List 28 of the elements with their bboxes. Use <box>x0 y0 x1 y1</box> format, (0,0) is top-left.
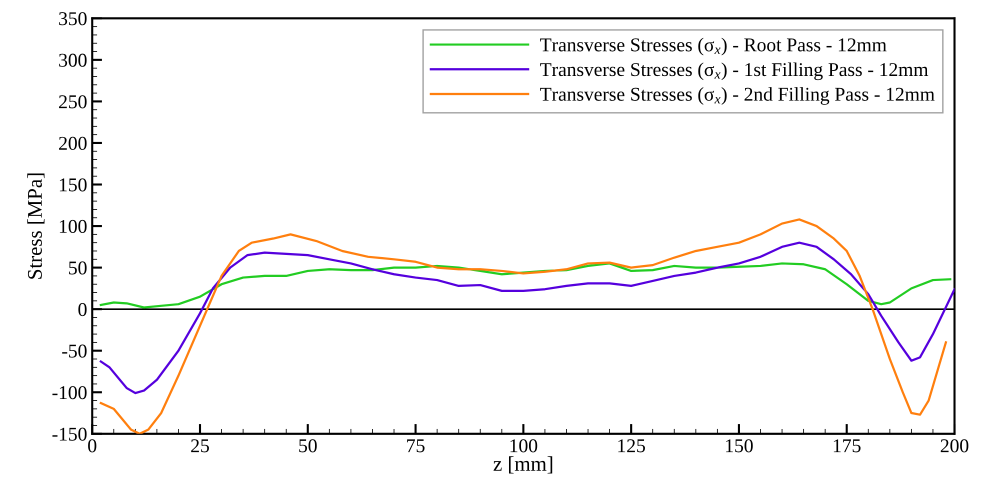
y-tick-label: 150 <box>60 178 87 192</box>
y-tick-label: 100 <box>60 220 87 233</box>
x-tick-label: 125 <box>618 439 645 452</box>
line-series <box>100 242 955 394</box>
x-tick-label: 200 <box>940 439 968 452</box>
x-tick-label: 25 <box>191 439 209 452</box>
line-series <box>100 262 952 309</box>
legend-label: Transverse Stresses (σ$_{x}$) - Root Pass - 12mm <box>540 38 887 56</box>
y-tick-label: 0 <box>78 302 87 316</box>
y-tick-label: 350 <box>59 12 87 26</box>
y-tick-label: -50 <box>62 344 87 358</box>
y-tick-label: 50 <box>69 261 87 275</box>
y-tick-label: 300 <box>59 54 87 67</box>
x-tick-label: 100 <box>510 439 538 452</box>
x-tick-label: 75 <box>407 439 425 452</box>
x-tick-label: 50 <box>299 439 317 452</box>
line-series <box>100 218 947 434</box>
x-axis-title: z [mm] <box>494 456 552 474</box>
y-tick-label: 250 <box>59 95 87 108</box>
x-tick-label: 150 <box>726 439 753 452</box>
x-tick-label: 175 <box>834 439 861 452</box>
y-axis-title: Stress [MPa] <box>27 174 45 279</box>
y-tick-label: 200 <box>59 136 87 150</box>
y-tick-label: -100 <box>52 386 87 400</box>
legend-label: Transverse Stresses (σ$_{x}$) - 1st Filling Pass - 12mm <box>540 62 928 80</box>
legend-label: Transverse Stresses (σ$_{x}$) - 2nd Filling Pass - 12mm <box>540 87 935 105</box>
y-tick-label: -150 <box>52 428 87 441</box>
x-tick-label: 0 <box>88 439 96 452</box>
